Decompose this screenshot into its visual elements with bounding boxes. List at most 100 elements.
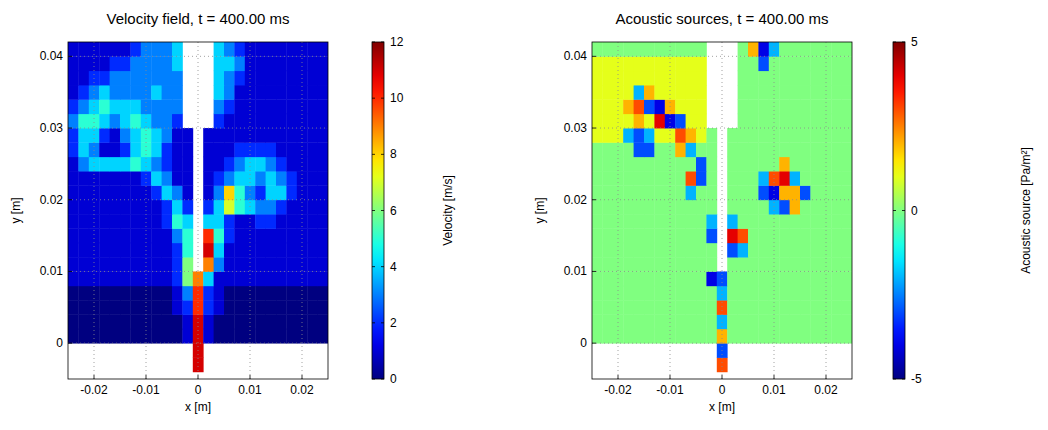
cell xyxy=(738,85,749,100)
cell xyxy=(696,157,707,172)
cell xyxy=(790,228,801,243)
cell xyxy=(172,314,183,329)
tick-label: 0.02 xyxy=(290,383,314,397)
cell xyxy=(224,314,235,329)
cell xyxy=(654,171,665,186)
cell xyxy=(255,171,266,186)
cell xyxy=(686,42,697,57)
tick xyxy=(826,375,827,379)
cell xyxy=(68,99,79,114)
cell xyxy=(623,56,634,71)
cell xyxy=(831,257,842,272)
cell xyxy=(634,56,645,71)
cell xyxy=(779,314,790,329)
cell xyxy=(318,243,328,258)
cell xyxy=(758,56,769,71)
cell xyxy=(276,214,287,229)
cell xyxy=(234,56,245,71)
cell xyxy=(800,243,811,258)
cell xyxy=(675,99,686,114)
cell xyxy=(234,85,245,100)
cell xyxy=(78,142,89,157)
cell xyxy=(706,314,717,329)
cell xyxy=(758,85,769,100)
cell xyxy=(234,42,245,57)
cell xyxy=(696,142,707,157)
cell xyxy=(234,157,245,172)
cell xyxy=(203,329,214,344)
cell xyxy=(696,257,707,272)
cell xyxy=(623,286,634,301)
cell xyxy=(634,228,645,243)
cell xyxy=(214,286,225,301)
cell xyxy=(120,157,131,172)
cell xyxy=(654,114,665,129)
colorbar-tick xyxy=(372,379,375,380)
cell xyxy=(99,271,110,286)
cell xyxy=(644,142,655,157)
colorbar-tick xyxy=(381,266,384,267)
cell xyxy=(151,286,162,301)
cell xyxy=(800,142,811,157)
cell xyxy=(706,329,717,344)
grid-line xyxy=(618,42,619,379)
cell xyxy=(758,200,769,215)
colorbar xyxy=(893,42,905,379)
cell xyxy=(224,286,235,301)
cell xyxy=(644,228,655,243)
cell xyxy=(141,185,152,200)
cell xyxy=(634,243,645,258)
cell xyxy=(162,171,173,186)
cell xyxy=(99,214,110,229)
cell xyxy=(307,214,318,229)
cell xyxy=(286,329,297,344)
cell xyxy=(172,128,183,143)
cell xyxy=(151,257,162,272)
cell xyxy=(706,171,717,186)
cell xyxy=(758,329,769,344)
cell xyxy=(696,314,707,329)
cell xyxy=(623,99,634,114)
cell xyxy=(234,185,245,200)
cell xyxy=(706,157,717,172)
cell xyxy=(738,271,749,286)
cell xyxy=(234,228,245,243)
cell xyxy=(592,114,603,129)
cell xyxy=(214,114,225,129)
cell xyxy=(130,200,141,215)
cell xyxy=(686,114,697,129)
cell xyxy=(276,171,287,186)
cell xyxy=(224,142,235,157)
tick-label: -0.01 xyxy=(656,383,684,397)
colorbar-tick xyxy=(902,210,905,211)
tick-label: 0.04 xyxy=(40,49,64,63)
cell xyxy=(675,56,686,71)
cell xyxy=(162,214,173,229)
axis-title: x [m] xyxy=(709,400,735,414)
cell xyxy=(110,71,121,86)
cell xyxy=(769,329,780,344)
cell xyxy=(78,314,89,329)
cell xyxy=(706,257,717,272)
cell xyxy=(307,171,318,186)
cell xyxy=(99,99,110,114)
cell xyxy=(203,128,214,143)
cell xyxy=(255,99,266,114)
cell xyxy=(120,142,131,157)
cell xyxy=(266,228,277,243)
cell xyxy=(151,314,162,329)
cell xyxy=(623,171,634,186)
cell xyxy=(706,214,717,229)
cell xyxy=(738,171,749,186)
cell xyxy=(78,99,89,114)
cell xyxy=(172,42,183,57)
cell xyxy=(182,128,193,143)
cell xyxy=(151,128,162,143)
cell xyxy=(738,114,749,129)
cell xyxy=(68,142,79,157)
cell xyxy=(696,185,707,200)
tick xyxy=(774,375,775,379)
cell xyxy=(307,271,318,286)
cell xyxy=(644,257,655,272)
cell xyxy=(99,228,110,243)
